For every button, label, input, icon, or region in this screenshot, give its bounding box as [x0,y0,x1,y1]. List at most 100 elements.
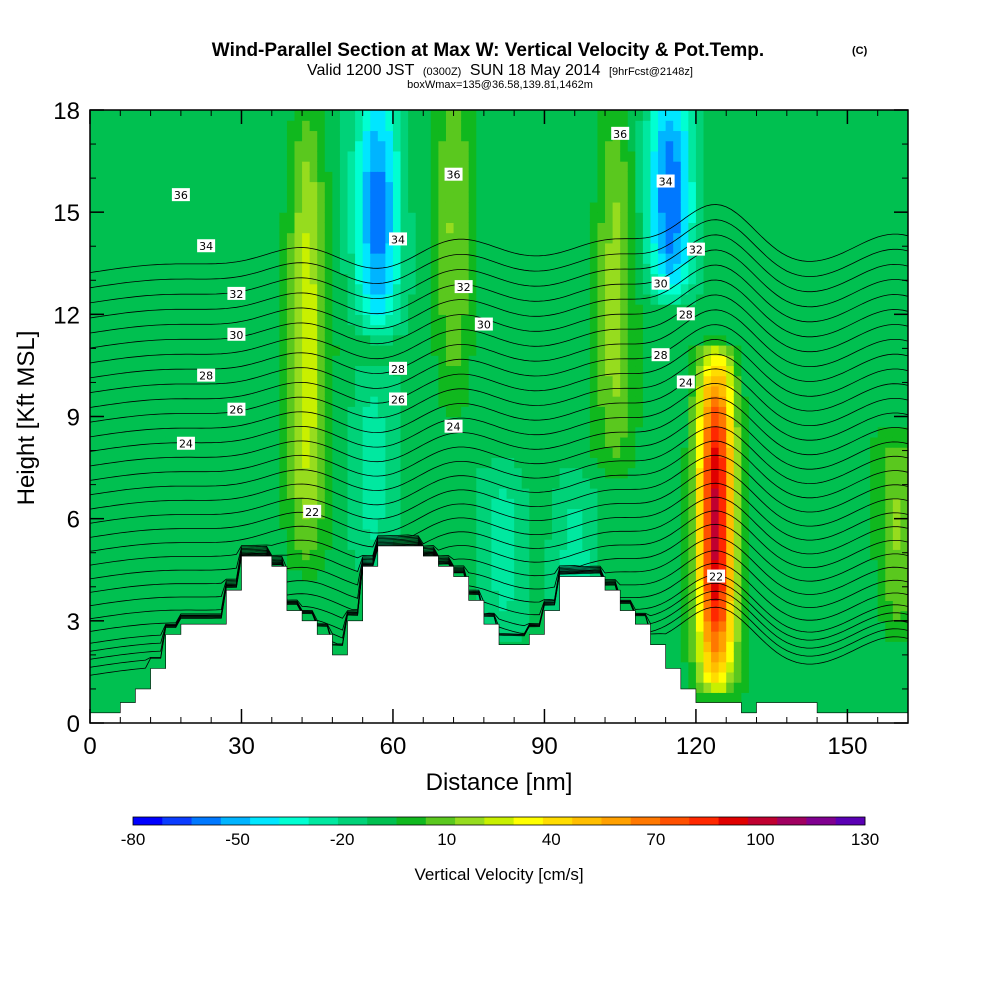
velocity-cell [180,120,190,132]
velocity-cell [362,273,371,285]
velocity-cell [612,477,621,489]
velocity-cell [188,293,197,305]
velocity-cell [408,385,417,397]
velocity-cell [105,569,114,581]
velocity-cell [589,518,599,530]
velocity-cell [468,508,477,520]
velocity-cell [430,447,439,458]
velocity-cell [559,222,568,234]
velocity-cell [317,283,326,295]
velocity-cell [506,110,515,121]
velocity-cell [309,232,318,244]
velocity-cell [468,314,477,326]
velocity-cell [476,201,485,213]
velocity-cell [332,631,341,642]
velocity-cell [241,498,250,510]
velocity-cell [589,181,599,193]
velocity-cell [582,406,591,418]
velocity-cell [370,559,379,571]
velocity-cell [491,467,500,479]
velocity-cell [347,477,356,489]
velocity-cell [544,385,553,397]
velocity-cell [90,120,99,132]
velocity-cell [339,283,349,295]
velocity-cell [392,528,402,540]
velocity-cell [241,140,250,152]
velocity-cell [665,498,674,510]
velocity-cell [567,467,576,479]
velocity-cell [196,181,205,193]
velocity-cell [650,447,659,458]
velocity-cell [415,120,424,132]
velocity-cell [385,120,394,132]
velocity-cell [173,365,182,377]
velocity-cell [120,539,129,550]
velocity-cell [196,293,205,305]
velocity-cell [635,457,644,469]
velocity-cell [430,508,439,520]
velocity-cell [158,610,167,622]
velocity-cell [703,406,712,418]
velocity-cell [665,651,674,663]
velocity-cell [105,222,114,234]
velocity-cell [423,457,432,469]
velocity-cell [711,671,720,683]
velocity-cell [302,242,311,254]
velocity-cell [377,447,386,458]
velocity-cell [392,253,402,264]
velocity-cell [112,324,121,336]
velocity-cell [658,539,667,550]
velocity-cell [97,201,106,213]
velocity-cell [150,426,159,438]
velocity-cell [309,600,318,612]
velocity-cell [695,396,705,407]
velocity-cell [377,375,386,387]
velocity-cell [430,110,439,121]
velocity-cell [370,416,379,428]
velocity-cell [370,130,379,142]
velocity-cell [695,150,705,162]
velocity-cell [347,488,356,499]
velocity-cell [642,263,652,275]
velocity-cell [90,242,99,254]
velocity-cell [476,293,485,305]
velocity-cell [612,232,621,244]
velocity-cell [673,344,682,356]
velocity-cell [203,344,212,356]
velocity-cell [249,416,258,428]
velocity-cell [612,518,621,530]
velocity-cell [605,293,614,305]
velocity-cell [567,191,576,203]
velocity-cell [90,641,99,653]
velocity-cell [567,528,576,540]
velocity-cell [150,242,159,254]
velocity-cell [317,498,326,510]
velocity-cell [711,600,720,612]
velocity-cell [203,253,212,264]
velocity-cell [370,212,379,223]
velocity-cell [249,498,258,510]
velocity-cell [438,212,447,223]
velocity-cell [605,304,614,315]
velocity-cell [324,396,333,407]
velocity-cell [695,355,705,367]
velocity-cell [711,140,720,152]
velocity-cell [377,171,386,183]
velocity-cell [627,110,636,121]
velocity-cell [150,641,159,653]
velocity-cell [158,365,167,377]
velocity-cell [400,171,409,183]
velocity-cell [559,365,568,377]
velocity-cell [665,620,674,632]
velocity-cell [499,150,508,162]
velocity-cell [211,161,220,172]
velocity-cell [567,324,576,336]
velocity-cell [673,212,682,223]
velocity-cell [226,253,235,264]
velocity-cell [445,508,455,520]
velocity-cell [196,355,205,367]
velocity-cell [627,355,636,367]
velocity-cell [143,232,152,244]
velocity-cell [249,539,258,550]
velocity-cell [476,375,485,387]
